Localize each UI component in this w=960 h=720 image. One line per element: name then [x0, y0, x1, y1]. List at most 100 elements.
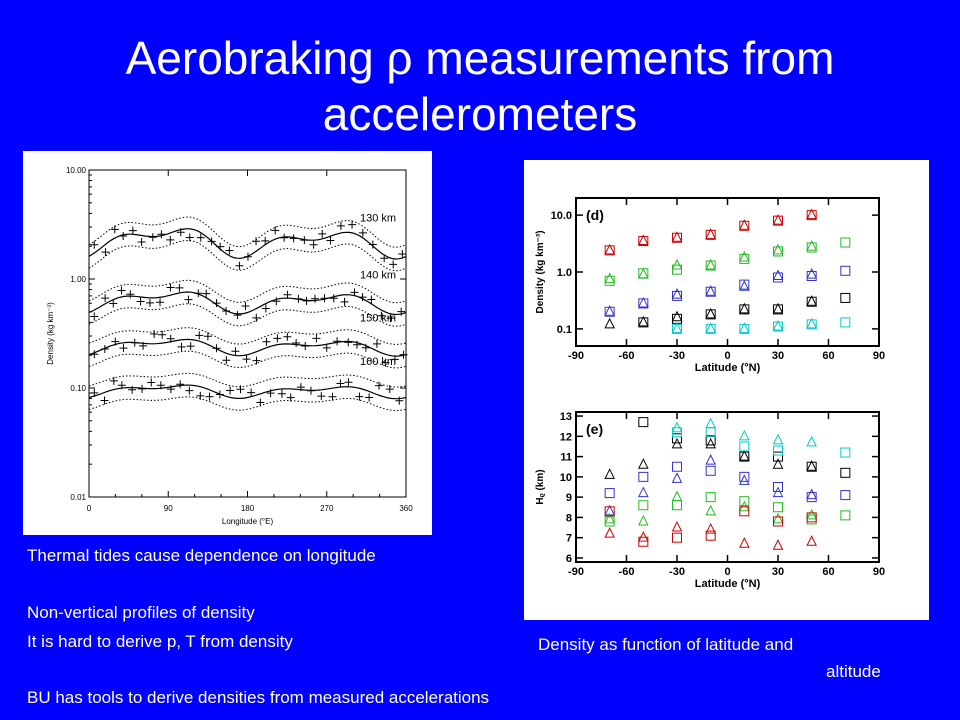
data-point: [336, 221, 345, 230]
series-solid-line: [88, 338, 407, 357]
square-marker: [638, 471, 649, 482]
data-point: [243, 252, 252, 261]
y-tick-label: 6: [566, 553, 572, 565]
data-point: [277, 389, 286, 398]
data-point: [326, 236, 335, 245]
data-point: [241, 302, 250, 311]
data-point: [186, 342, 195, 351]
data-point: [233, 311, 242, 320]
square-marker: [773, 246, 783, 257]
data-point: [289, 234, 298, 243]
y-tick-label: 1.00: [70, 275, 86, 284]
data-point: [395, 396, 404, 405]
data-point: [380, 254, 389, 263]
data-point: [119, 344, 128, 353]
data-point: [311, 294, 320, 303]
triangle-marker: [705, 285, 716, 296]
data-point: [185, 386, 194, 395]
square-marker: [773, 304, 783, 315]
data-point: [176, 380, 185, 389]
longitude-density-chart: 0 90 180 270 360 0.01 0.10 1.00 10.00 Longitude (…: [46, 166, 413, 526]
data-point: [119, 232, 128, 241]
data-point: [100, 396, 109, 405]
note-bu-tools: BU has tools to derive densities from me…: [27, 688, 490, 707]
triangle-marker: [604, 527, 615, 538]
data-point: [252, 356, 261, 365]
data-point: [176, 228, 185, 237]
triangle-marker: [638, 514, 649, 526]
triangle-marker: [772, 539, 784, 550]
square-marker: [840, 447, 851, 458]
slide-title: Aerobraking ρ measurements from accelero…: [0, 30, 960, 142]
title-line-2: accelerometers: [322, 88, 638, 140]
triangle-marker: [671, 288, 683, 299]
triangle-marker: [806, 508, 817, 520]
data-point: [361, 343, 370, 352]
plot-frame: [88, 169, 407, 498]
data-point: [344, 378, 353, 387]
triangle-marker: [604, 468, 615, 479]
square-marker: [773, 445, 783, 456]
data-point: [139, 341, 148, 350]
data-point: [329, 294, 338, 303]
data-point: [196, 391, 205, 400]
triangle-marker: [671, 258, 683, 270]
note-hard-to-derive: It is hard to derive p, T from density: [27, 632, 293, 651]
data-point: [272, 297, 281, 306]
square-marker: [806, 271, 817, 282]
square-marker: [773, 451, 783, 462]
data-point: [222, 356, 231, 365]
triangle-marker: [739, 500, 750, 512]
triangle-marker: [638, 267, 649, 279]
triangle-marker: [806, 239, 817, 251]
triangle-marker: [705, 522, 716, 534]
data-point: [100, 345, 109, 354]
triangle-marker: [705, 228, 716, 239]
square-marker: [806, 461, 817, 472]
data-point: [226, 386, 235, 395]
triangle-marker: [638, 296, 649, 308]
triangle-marker: [671, 310, 683, 322]
square-marker: [739, 506, 750, 517]
triangle-marker: [671, 437, 683, 449]
series-solid-line: [88, 291, 407, 316]
data-point: [166, 235, 175, 244]
data-point: [262, 337, 271, 346]
y-tick-label: 12: [560, 431, 572, 443]
square-marker: [638, 268, 649, 279]
data-point: [205, 392, 214, 401]
data-point: [247, 388, 256, 397]
data-point: [177, 342, 186, 351]
data-point: [252, 237, 261, 246]
x-tick-label: 60: [822, 350, 834, 362]
data-point: [300, 236, 309, 245]
triangle-marker: [604, 243, 615, 255]
square-marker: [672, 500, 682, 511]
triangle-marker: [806, 208, 817, 220]
triangle-marker: [638, 458, 649, 469]
data-point: [271, 226, 280, 235]
x-tick-label: 60: [822, 566, 834, 578]
data-point: [340, 297, 349, 306]
data-point: [261, 304, 270, 313]
triangle-marker: [772, 433, 784, 445]
data-point: [175, 283, 184, 292]
data-point: [138, 384, 147, 393]
square-marker: [604, 245, 615, 256]
square-marker: [739, 496, 750, 507]
data-point: [280, 233, 289, 242]
triangle-marker: [705, 307, 716, 319]
square-marker: [739, 220, 750, 231]
square-marker: [705, 530, 716, 541]
data-point: [301, 341, 310, 350]
square-marker: [638, 236, 649, 247]
data-point: [320, 294, 329, 303]
square-marker: [739, 451, 750, 462]
square-marker: [806, 296, 817, 307]
square-marker: [806, 242, 817, 253]
square-marker: [672, 461, 682, 472]
triangle-marker: [705, 258, 716, 270]
data-point: [252, 313, 261, 322]
square-marker: [604, 506, 615, 517]
x-axis-label: Longitude (°E): [222, 517, 274, 526]
